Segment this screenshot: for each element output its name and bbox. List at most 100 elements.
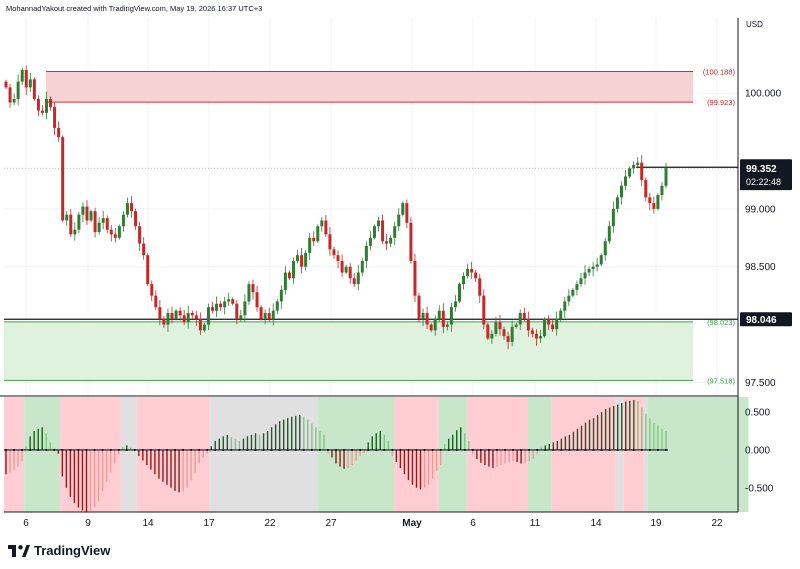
candle (81, 202, 85, 222)
zero-marker (407, 448, 410, 452)
candle (644, 177, 648, 201)
tradingview-logo[interactable]: TradingView (8, 543, 110, 558)
candle (595, 258, 599, 272)
candle-body (409, 222, 413, 261)
candle (101, 210, 105, 230)
candle-body (101, 218, 105, 223)
candle (320, 216, 324, 232)
time-tick-label: 17 (203, 518, 215, 529)
candle (20, 67, 24, 86)
candle-body (494, 322, 498, 334)
candle-body (65, 214, 69, 221)
candle (664, 162, 668, 189)
candle-body (518, 313, 522, 325)
supply-zone-bottom-label: (99.923) (707, 98, 735, 107)
candle-body (170, 313, 174, 319)
neutral-band (643, 397, 648, 512)
candle (579, 272, 583, 287)
zero-marker (101, 448, 104, 452)
candle (397, 208, 401, 231)
candle-body (77, 214, 81, 230)
candle (603, 237, 607, 261)
zero-marker (254, 448, 257, 452)
candle (640, 155, 644, 187)
bear-band (623, 397, 644, 512)
zero-marker (383, 448, 386, 452)
candle-body (247, 284, 251, 302)
candle (36, 95, 40, 116)
candle-body (405, 203, 409, 223)
candle-body (619, 185, 623, 198)
zero-marker (463, 448, 466, 452)
candle (360, 258, 364, 277)
candle (162, 316, 166, 329)
chart-attribution: MohannadYakout created with TradingView.… (6, 4, 263, 13)
candle (154, 290, 158, 310)
zero-marker (61, 448, 64, 452)
zero-marker (375, 448, 378, 452)
candle (186, 305, 190, 329)
candlestick-series (4, 65, 668, 350)
candle-body (300, 255, 304, 267)
candle-body (462, 275, 466, 285)
candle (198, 312, 202, 335)
candle (24, 65, 28, 95)
candle (555, 311, 559, 336)
zero-marker (37, 448, 40, 452)
candle (632, 161, 636, 174)
candle-body (194, 315, 198, 319)
candle (271, 303, 275, 326)
bull-band (527, 397, 552, 512)
zero-marker (117, 448, 120, 452)
candle-body (150, 284, 154, 296)
candle (356, 265, 360, 291)
candle-body (275, 301, 279, 311)
candle (583, 265, 587, 285)
candle-body (368, 237, 372, 246)
candle (599, 253, 603, 267)
candle (32, 77, 36, 101)
candle-body (12, 98, 16, 103)
candle (8, 83, 12, 108)
zero-marker (624, 448, 627, 452)
level-label-box (740, 312, 792, 327)
candle-body (502, 329, 506, 337)
zero-marker (198, 448, 201, 452)
zero-marker (222, 448, 225, 452)
neutral-band (209, 397, 318, 512)
candle (296, 249, 300, 264)
zero-marker (608, 448, 611, 452)
candle-body (344, 266, 348, 273)
level-lines (4, 166, 738, 320)
candle-body (656, 195, 660, 209)
candle-body (93, 211, 97, 233)
candle (506, 331, 510, 350)
zero-marker (77, 448, 80, 452)
candle (543, 317, 547, 338)
candle-body (308, 237, 312, 253)
candle (575, 280, 579, 296)
candle-body (381, 220, 385, 242)
candle-body (61, 137, 65, 221)
candle-body (583, 272, 587, 279)
tradingview-brand: TradingView (34, 543, 111, 558)
candle (202, 322, 206, 333)
candle-body (441, 310, 445, 327)
candle (510, 320, 514, 347)
oscillator-tick-label: 0.000 (745, 445, 770, 456)
candle-body (372, 226, 376, 238)
candle-body (186, 313, 190, 323)
candle-body (611, 208, 615, 227)
candle (267, 307, 271, 322)
candle (275, 298, 279, 315)
candle-body (8, 87, 12, 103)
zero-marker (495, 448, 499, 452)
bull-band (438, 397, 467, 512)
candle (652, 196, 656, 214)
zero-marker (53, 448, 56, 452)
candle-body (393, 226, 397, 238)
candle-body (595, 264, 599, 267)
candle-body (624, 176, 628, 186)
candle-body (279, 289, 283, 302)
